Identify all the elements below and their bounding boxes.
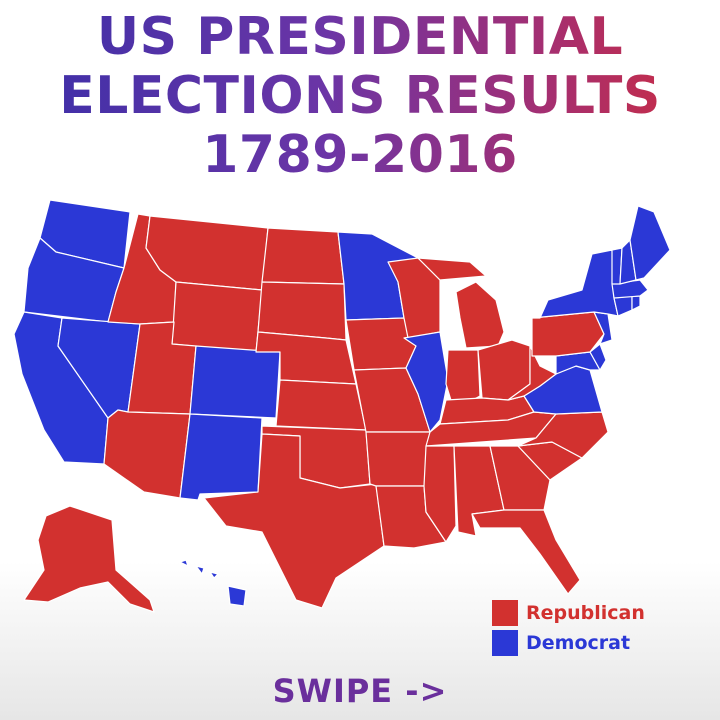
state-ga: [489, 445, 551, 511]
us-map: [13, 199, 671, 613]
swipe-prompt[interactable]: SWIPE ->: [272, 672, 448, 710]
title-line-1: US PRESIDENTIAL: [96, 7, 624, 67]
state-ny: [531, 249, 619, 319]
state-ak: [23, 505, 155, 613]
state-ri: [631, 295, 641, 311]
state-nd: [261, 227, 345, 285]
state-sd: [257, 281, 347, 341]
democrat-label: Democrat: [526, 632, 631, 654]
republican-label: Republican: [526, 602, 645, 624]
legend: Republican Democrat: [492, 598, 645, 658]
title-line-3: 1789-2016: [202, 125, 518, 185]
state-wv: [507, 345, 557, 401]
state-de: [589, 343, 607, 371]
state-fl: [471, 509, 581, 595]
state-ks: [275, 379, 367, 431]
state-ar: [365, 431, 431, 487]
state-nm: [179, 413, 263, 501]
state-mi: [417, 257, 505, 349]
state-tx: [203, 433, 385, 609]
title-line-2: ELECTIONS RESULTS: [59, 66, 661, 126]
state-hi: [179, 559, 247, 607]
legend-item-republican: Republican: [492, 598, 645, 628]
democrat-swatch: [492, 630, 518, 656]
republican-swatch: [492, 600, 518, 626]
state-az: [103, 409, 191, 499]
state-co: [189, 345, 281, 419]
state-wy: [171, 281, 263, 353]
page-title: US PRESIDENTIAL ELECTIONS RESULTS 1789-2…: [0, 8, 720, 185]
legend-item-democrat: Democrat: [492, 628, 645, 658]
state-me: [629, 205, 671, 281]
